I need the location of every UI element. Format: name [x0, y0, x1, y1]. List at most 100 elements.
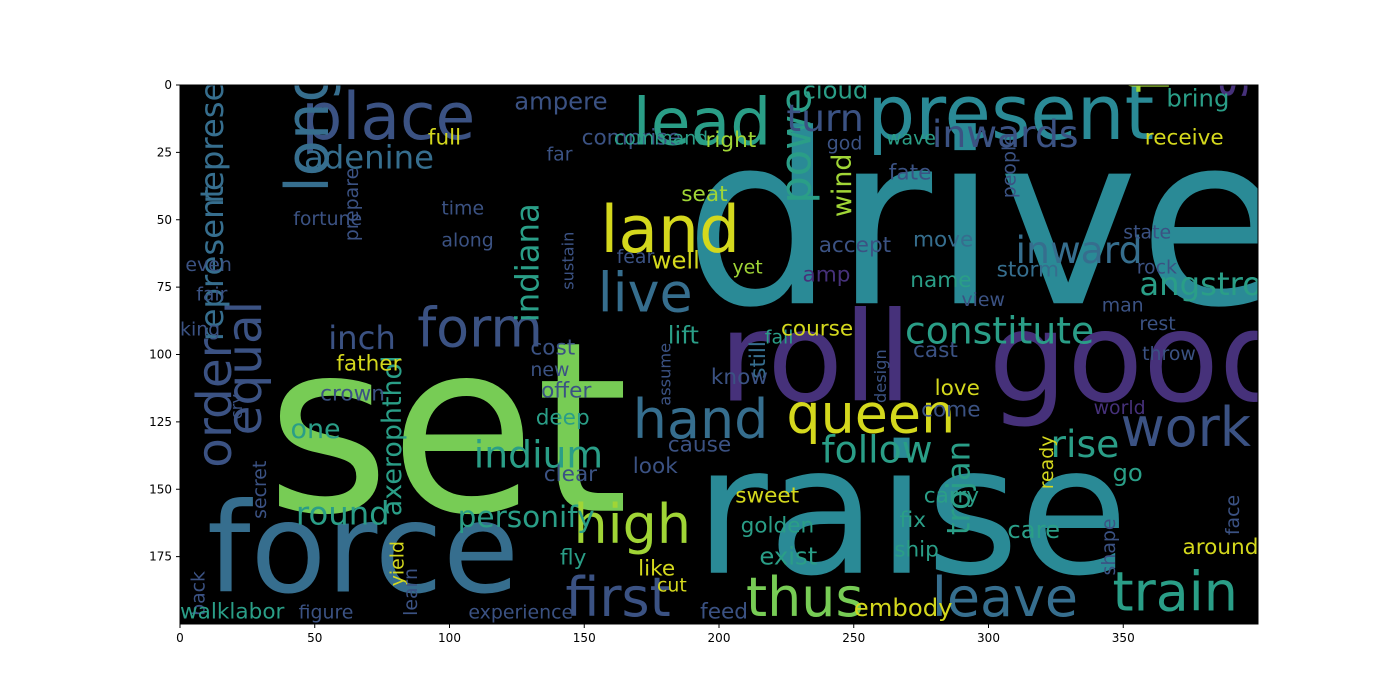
- word-walklabor: walklabor: [180, 600, 285, 625]
- word-constitute: constitute: [905, 309, 1094, 353]
- word-carry: carry: [924, 484, 979, 509]
- word-receive: receive: [1145, 125, 1224, 150]
- word-new: new: [530, 359, 569, 381]
- word-view: view: [962, 289, 1006, 311]
- word-embody: embody: [854, 593, 953, 622]
- word-storm: storm: [997, 257, 1059, 282]
- word-assume: assume: [656, 343, 675, 406]
- y-tick-label: 0: [164, 78, 172, 92]
- word-learn: learn: [400, 568, 422, 616]
- word-fair: fair: [196, 284, 227, 306]
- word-indiana: indiana: [508, 203, 546, 322]
- word-leave: leave: [932, 566, 1078, 629]
- word-people: people: [999, 134, 1021, 198]
- word-adenine: adenine: [304, 139, 434, 177]
- word-design: design: [871, 349, 890, 403]
- word-cause: cause: [668, 433, 731, 458]
- word-world: world: [1094, 397, 1146, 419]
- word-yield: yield: [387, 541, 409, 586]
- word-amp: amp: [803, 263, 851, 288]
- word-even: even: [185, 254, 231, 276]
- word-secret: secret: [249, 461, 271, 519]
- y-tick-label: 175: [149, 550, 172, 564]
- word-look: look: [633, 454, 678, 479]
- word-move: move: [913, 228, 973, 253]
- word-know: know: [711, 365, 768, 390]
- word-fear: fear: [617, 246, 655, 268]
- word-power: power: [772, 70, 822, 203]
- word-ready: ready: [1036, 436, 1058, 490]
- word-drive: drive: [684, 83, 1284, 359]
- word-wave: wave: [886, 127, 936, 149]
- word-prepare: prepare: [341, 168, 363, 242]
- word-cut: cut: [657, 575, 687, 597]
- word-fortune: fortune: [293, 208, 362, 230]
- axes: 0 50 100 150 200 250 300 350 0 25 50 75 100 125 150 175: [149, 78, 1259, 645]
- word-feed: feed: [700, 600, 748, 625]
- word-name: name: [910, 268, 971, 293]
- word-angstrom: angstrom: [1139, 265, 1293, 303]
- word-follow: follow: [821, 427, 932, 471]
- word-fly: fly: [560, 546, 587, 571]
- word-ampere: ampere: [514, 86, 607, 115]
- word-rise: rise: [1051, 422, 1120, 466]
- word-present: present: [867, 69, 1154, 157]
- word-indium: indium: [474, 433, 603, 477]
- word-rest: rest: [1139, 313, 1175, 335]
- word-raise: raise: [695, 408, 1129, 615]
- word-offer: offer: [541, 379, 591, 404]
- word-god: god: [827, 133, 863, 155]
- word-father: father: [336, 352, 401, 377]
- word-around: around: [1183, 535, 1259, 560]
- word-back: back: [187, 571, 209, 616]
- word-good: good: [989, 286, 1298, 430]
- x-tick-label: 100: [438, 631, 461, 645]
- word-place: place: [301, 80, 475, 155]
- y-tick-label: 75: [157, 280, 172, 294]
- word-fate: fate: [889, 160, 932, 185]
- word-deep: deep: [536, 406, 590, 431]
- word-cry: cry: [227, 394, 246, 420]
- word-fire: fire: [1114, 0, 1183, 93]
- word-clear: clear: [544, 462, 597, 487]
- word-like: like: [638, 557, 675, 582]
- word-high: high: [574, 493, 692, 556]
- word-go: go: [1113, 458, 1143, 487]
- word-thus: thus: [746, 566, 864, 629]
- word-turn: turn: [786, 96, 863, 140]
- word-golden: golden: [741, 513, 815, 538]
- y-tick-label: 50: [157, 213, 172, 227]
- word-first: first: [565, 566, 670, 629]
- word-queen: queen: [786, 383, 955, 446]
- word-cost: cost: [530, 336, 575, 361]
- y-tick-label: 25: [157, 145, 172, 159]
- word-course: course: [781, 317, 853, 342]
- y-tick-label: 125: [149, 415, 172, 429]
- word-equal: equal: [217, 301, 273, 436]
- word-man: man: [1102, 294, 1144, 316]
- word-figure: figure: [299, 602, 354, 624]
- x-tick-label: 350: [1112, 631, 1135, 645]
- word-right: right: [706, 128, 757, 153]
- word-comprise: comprise: [582, 125, 681, 150]
- word-ship: ship: [894, 538, 939, 563]
- word-care: care: [1007, 515, 1060, 544]
- word-cast: cast: [913, 338, 958, 363]
- word-represent: represent: [193, 186, 231, 341]
- word-sweet: sweet: [735, 484, 799, 509]
- word-land: land: [600, 193, 740, 268]
- word-live: live: [598, 261, 693, 324]
- x-tick-label: 300: [977, 631, 1000, 645]
- word-stand: stand: [1203, 0, 1259, 99]
- word-bring: bring: [1166, 84, 1229, 113]
- word-accept: accept: [819, 233, 891, 258]
- word-love: love: [935, 376, 980, 401]
- word-well: well: [652, 245, 700, 274]
- word-long: long: [273, 65, 342, 193]
- word-inward: inward: [1016, 228, 1143, 272]
- word-force: force: [207, 478, 519, 622]
- word-rock: rock: [1137, 257, 1177, 279]
- word-inch: inch: [328, 319, 396, 357]
- word-crown: crown: [320, 381, 385, 406]
